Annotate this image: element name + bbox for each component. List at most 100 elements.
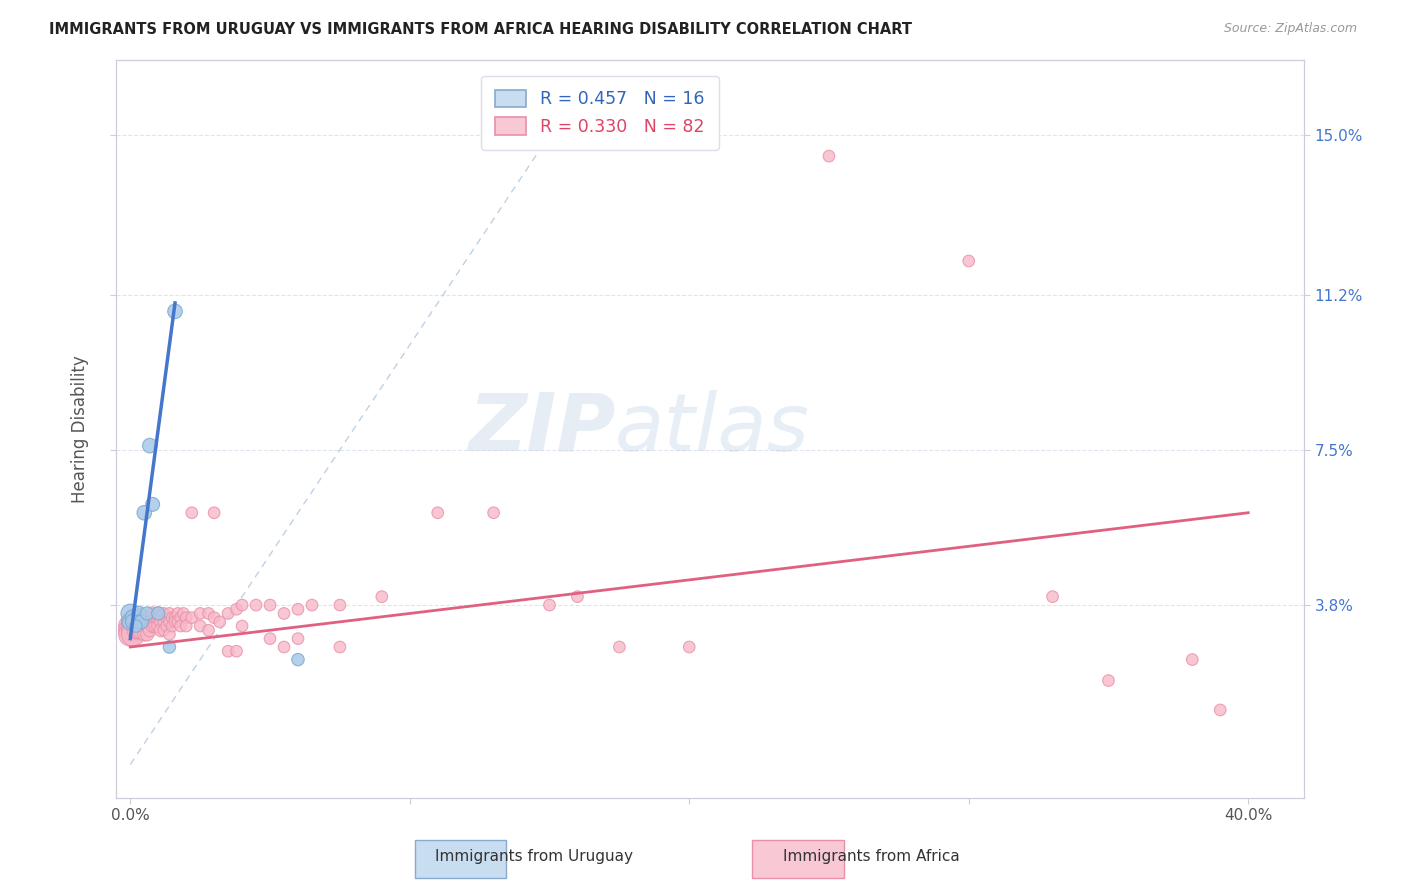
Point [120,624,142,638]
Point [153,624,176,638]
Point [163,304,186,318]
Point [131,619,153,633]
Point [122,615,145,629]
Point [197,607,219,621]
Point [273,640,295,654]
Point [217,644,239,658]
Point [150,624,173,638]
Point [166,615,188,629]
Point [156,619,179,633]
Point [145,619,167,633]
Point [148,607,170,621]
Point [159,615,181,629]
Point [609,640,631,654]
Point [153,615,176,629]
Point [217,607,239,621]
Point [163,610,186,624]
Point [150,615,173,629]
Point [678,640,700,654]
Point [122,624,145,638]
Point [139,624,162,638]
Point [122,619,145,633]
Point [122,610,145,624]
Point [131,624,153,638]
Point [180,610,202,624]
Point [120,607,142,621]
Point [139,439,162,453]
Point [1209,703,1232,717]
Point [482,506,505,520]
Point [538,598,561,612]
Point [957,254,980,268]
Point [136,619,159,633]
Point [1181,652,1204,666]
Point [231,598,253,612]
Point [188,607,211,621]
Point [287,632,309,646]
Point [329,640,352,654]
Point [134,610,156,624]
Point [142,607,165,621]
Point [245,598,267,612]
Point [122,627,145,641]
Point [159,640,181,654]
Point [163,615,186,629]
Point [174,610,197,624]
Point [818,149,841,163]
Point [128,624,150,638]
Point [160,610,183,624]
Point [142,497,165,511]
Point [125,619,148,633]
Point [287,652,309,666]
Point [301,598,323,612]
Point [148,607,170,621]
Point [202,506,225,520]
Legend: R = 0.457   N = 16, R = 0.330   N = 82: R = 0.457 N = 16, R = 0.330 N = 82 [481,76,718,150]
Y-axis label: Hearing Disability: Hearing Disability [72,355,89,503]
Point [145,610,167,624]
Point [131,615,153,629]
Point [128,615,150,629]
Point [125,610,148,624]
Point [273,607,295,621]
Point [329,598,352,612]
Point [208,615,231,629]
Point [426,506,449,520]
Point [142,615,165,629]
Point [122,615,145,629]
Point [134,624,156,638]
Point [159,627,181,641]
Point [172,607,194,621]
Point [125,624,148,638]
Point [156,610,179,624]
Point [148,615,170,629]
Point [197,624,219,638]
Text: atlas: atlas [616,390,810,467]
Point [169,619,191,633]
Point [128,619,150,633]
Point [202,610,225,624]
Point [371,590,394,604]
Point [134,619,156,633]
Point [136,627,159,641]
Point [128,607,150,621]
Point [231,619,253,633]
Point [1097,673,1119,688]
Point [225,602,247,616]
Point [131,610,153,624]
Point [166,607,188,621]
Point [139,610,162,624]
Point [134,506,156,520]
Point [139,615,162,629]
Point [120,619,142,633]
Point [125,619,148,633]
Point [169,610,191,624]
Point [128,615,150,629]
Text: IMMIGRANTS FROM URUGUAY VS IMMIGRANTS FROM AFRICA HEARING DISABILITY CORRELATION: IMMIGRANTS FROM URUGUAY VS IMMIGRANTS FR… [49,22,912,37]
Point [1042,590,1064,604]
Point [153,607,176,621]
Point [174,619,197,633]
Point [120,627,142,641]
Point [287,602,309,616]
Text: ZIP: ZIP [468,390,616,467]
